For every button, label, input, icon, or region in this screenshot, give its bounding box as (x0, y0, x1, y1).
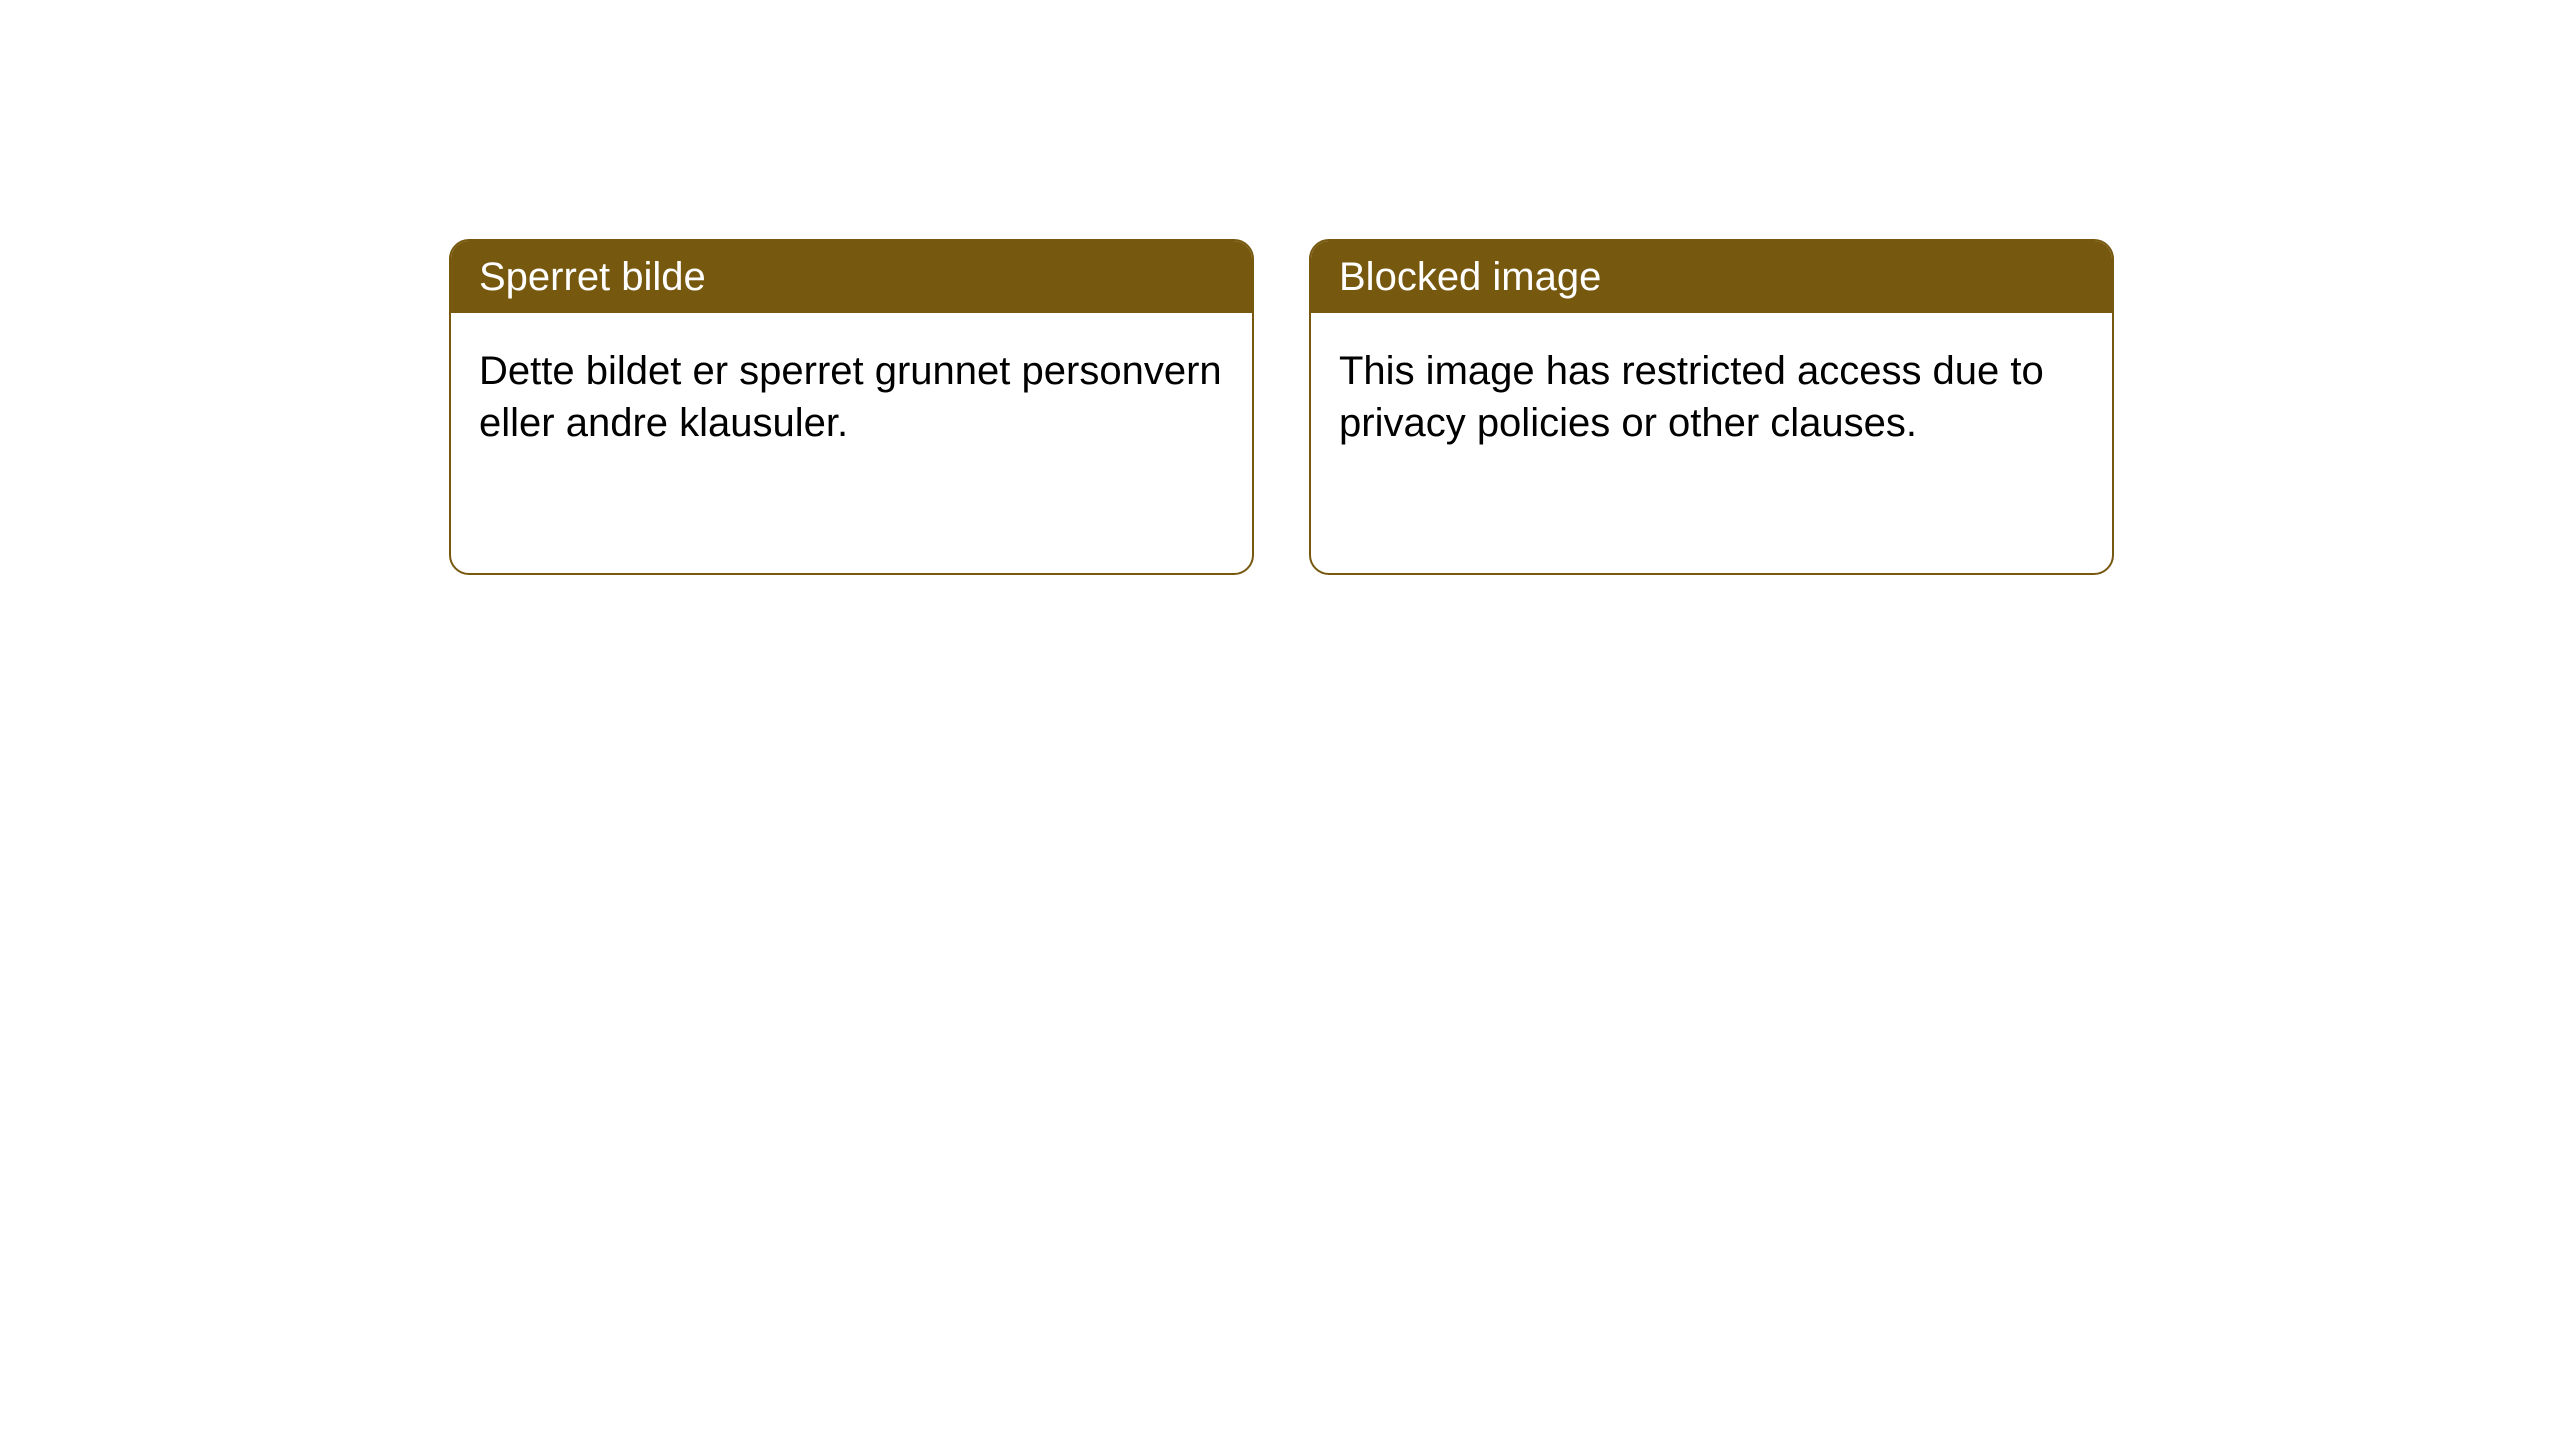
notice-card-norwegian: Sperret bilde Dette bildet er sperret gr… (449, 239, 1254, 575)
notice-card-english: Blocked image This image has restricted … (1309, 239, 2114, 575)
card-body-text: Dette bildet er sperret grunnet personve… (479, 349, 1222, 445)
card-body: Dette bildet er sperret grunnet personve… (451, 313, 1252, 481)
card-body: This image has restricted access due to … (1311, 313, 2112, 481)
card-title: Blocked image (1339, 255, 1601, 299)
card-header: Blocked image (1311, 241, 2112, 313)
card-body-text: This image has restricted access due to … (1339, 349, 2044, 445)
card-header: Sperret bilde (451, 241, 1252, 313)
card-title: Sperret bilde (479, 255, 706, 299)
notice-cards-container: Sperret bilde Dette bildet er sperret gr… (449, 239, 2114, 575)
